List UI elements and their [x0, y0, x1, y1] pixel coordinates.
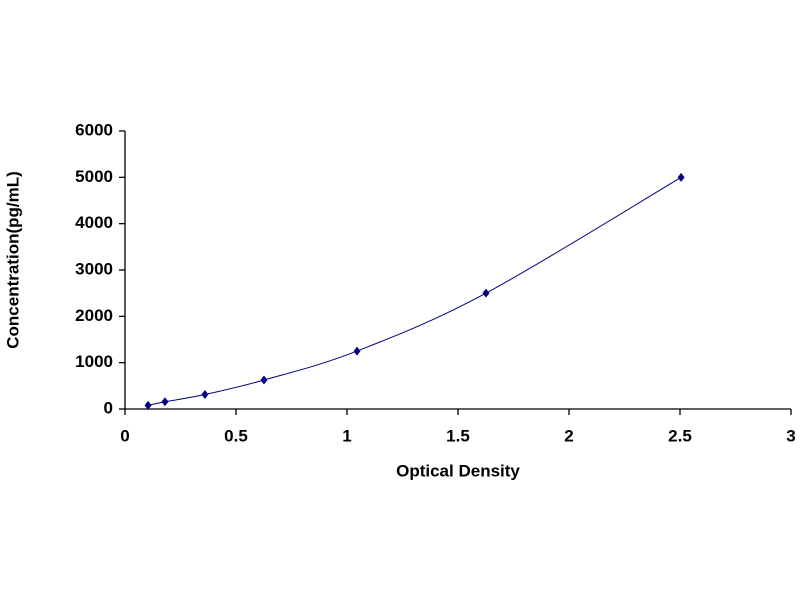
y-tick-label: 4000	[75, 213, 113, 232]
y-axis-label: Concentration(pg/mL)	[3, 171, 22, 349]
y-tick-label: 2000	[75, 306, 113, 325]
x-tick-label: 3	[786, 426, 795, 445]
marker	[353, 346, 361, 356]
x-tick-label: 2.5	[668, 426, 692, 445]
marker	[144, 400, 152, 410]
y-tick-label: 5000	[75, 167, 113, 186]
y-tick-label: 3000	[75, 259, 113, 278]
y-tick-label: 6000	[75, 120, 113, 139]
x-tick-label: 0.5	[224, 426, 248, 445]
marker	[161, 397, 169, 407]
y-tick-label: 1000	[75, 352, 113, 371]
curve	[147, 176, 682, 406]
x-tick-label: 1.5	[446, 426, 470, 445]
marker	[677, 172, 685, 182]
x-axis-label: Optical Density	[396, 461, 520, 480]
marker	[260, 375, 268, 385]
marker	[482, 288, 490, 298]
y-tick-label: 0	[104, 398, 113, 417]
x-tick-label: 2	[564, 426, 573, 445]
marker	[201, 390, 209, 400]
x-tick-label: 0	[120, 426, 129, 445]
x-tick-label: 1	[342, 426, 351, 445]
